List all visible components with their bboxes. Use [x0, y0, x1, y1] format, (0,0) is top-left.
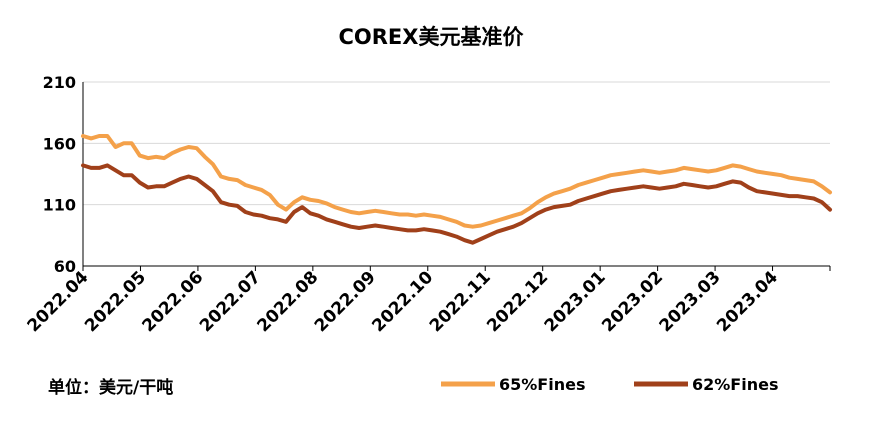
y-tick-label-110: 110: [43, 196, 76, 215]
x-tick-label-2023.01: 2023.01: [541, 267, 610, 336]
x-axis: 2022.042022.052022.062022.072022.082022.…: [24, 265, 831, 336]
x-tick-label-2022.12: 2022.12: [483, 267, 552, 336]
x-tick-label-2022.09: 2022.09: [311, 267, 380, 336]
x-tick-label-2023.03: 2023.03: [656, 267, 725, 336]
chart-title: COREX美元基准价: [339, 25, 525, 49]
x-tick-label-2022.08: 2022.08: [253, 267, 322, 336]
x-tick-label-2022.10: 2022.10: [368, 267, 437, 336]
legend-entry-65-fines: 65%Fines: [441, 375, 585, 394]
series-line-62-fines: [81, 163, 832, 245]
y-tick-label-210: 210: [43, 73, 76, 92]
y-tick-label-160: 160: [43, 134, 76, 153]
x-tick-label-2022.06: 2022.06: [139, 267, 208, 336]
series-group: [81, 134, 832, 245]
legend-label-65-fines: 65%Fines: [499, 375, 585, 394]
y-axis: 60 110 160 210: [43, 73, 84, 276]
legend-entry-62-fines: 62%Fines: [634, 375, 778, 394]
gridlines: [83, 81, 830, 206]
x-tick-label-2022.07: 2022.07: [196, 267, 265, 336]
legend-label-62-fines: 62%Fines: [692, 375, 778, 394]
x-tick-label-2022.05: 2022.05: [81, 267, 150, 336]
series-line-65-fines: [81, 134, 832, 229]
unit-note: 单位：美元/干吨: [48, 377, 173, 398]
x-tick-label-2022.04: 2022.04: [24, 267, 93, 336]
x-tick-label-2022.11: 2022.11: [426, 267, 495, 336]
x-tick-label-2023.02: 2023.02: [598, 267, 667, 336]
y-tick-label-60: 60: [54, 257, 76, 276]
legend: 65%Fines 62%Fines: [441, 375, 778, 394]
x-tick-label-2023.04: 2023.04: [713, 267, 782, 336]
